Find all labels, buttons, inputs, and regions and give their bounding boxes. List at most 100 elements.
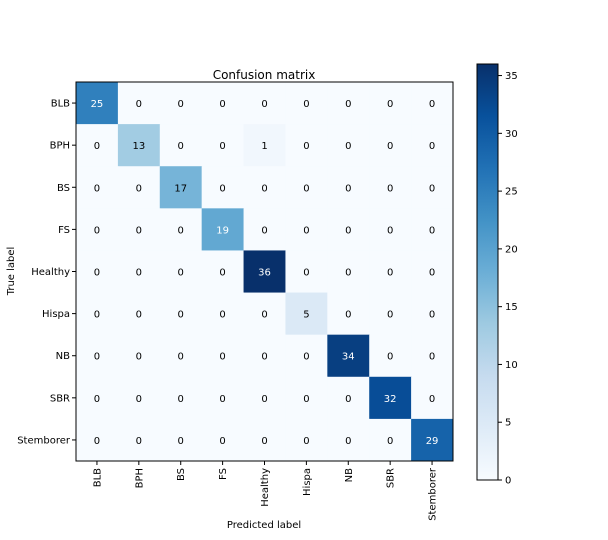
cell-value-label: 32 [384,394,397,405]
heatmap-cell [369,82,412,125]
x-tick-label: BPH [134,468,145,488]
cell-value-label: 0 [136,225,142,236]
cell-value-label: 0 [178,225,184,236]
y-tick-label: Healthy [31,267,70,278]
y-tick-label: NB [56,351,70,362]
heatmap-cell [201,376,245,420]
cell-value-label: 0 [387,183,393,194]
heatmap-cell [411,124,454,167]
cell-value-label: 17 [174,183,187,194]
heatmap-cell [243,376,286,420]
heatmap-cell [327,124,370,167]
heatmap-cell [369,166,412,209]
cell-value-label: 19 [216,225,229,236]
heatmap-cell [159,376,203,420]
cell-value-label: 0 [303,352,309,363]
heatmap-cell [117,334,161,378]
heatmap-cell [411,166,454,209]
x-tick-label: SBR [386,468,397,488]
cell-value-label: 0 [178,310,184,321]
heatmap-cell [327,166,370,209]
heatmap-cell [369,250,412,294]
heatmap-cell [117,250,161,294]
heatmap-cell [76,208,119,251]
cell-value-label: 0 [303,268,309,279]
cell-value-label: 25 [91,99,104,110]
cell-value-label: 36 [258,268,271,279]
heatmap-cell [159,82,203,125]
heatmap-cell [159,124,203,167]
heatmap-cell [285,334,328,378]
heatmap-cell [117,208,161,251]
heatmap-cell [285,292,328,336]
cell-value-label: 0 [303,141,309,152]
heatmap-cell [201,250,245,294]
heatmap-cell [411,376,454,420]
heatmap-cell [327,334,370,378]
heatmap-cell [243,124,286,167]
cell-value-label: 0 [303,183,309,194]
heatmap-cell [76,292,119,336]
cell-value-label: 0 [303,436,309,447]
cell-value-label: 0 [261,394,267,405]
heatmap-cell [369,208,412,251]
cell-value-label: 0 [261,436,267,447]
cell-value-label: 13 [132,141,145,152]
heatmap-cell [159,208,203,251]
heatmap-cell [159,292,203,336]
x-tick-label: Hispa [302,468,313,496]
cell-value-label: 0 [429,99,435,110]
x-tick-label: FS [218,468,229,480]
heatmap-cell [201,292,245,336]
heatmap-cells [76,82,454,462]
cell-value-label: 0 [261,183,267,194]
cell-value-label: 0 [387,141,393,152]
heatmap-cell [76,166,119,209]
colorbar [476,63,499,481]
y-tick-label: BLB [51,99,70,110]
x-tick-label: Stemborer [428,467,439,521]
colorbar-tick-label: 30 [505,129,518,140]
cell-value-label: 0 [178,141,184,152]
cell-value-label: 0 [178,268,184,279]
chart-title: Confusion matrix [213,68,316,82]
heatmap-cell [369,292,412,336]
cell-value-label: 1 [261,141,267,152]
cell-value-label: 0 [387,310,393,321]
heatmap-cell [243,208,286,251]
x-tick-label: Healthy [260,468,271,507]
heatmap-cell [285,166,328,209]
heatmap-cell [76,334,119,378]
x-axis-ticks: BLB BPH BS FS Healthy Hispa NB SBR Stemborer [92,461,439,521]
heatmap-cell [117,82,161,125]
colorbar-tick-label: 15 [505,302,518,313]
cell-value-label: 0 [178,352,184,363]
cell-value-label: 0 [94,394,100,405]
heatmap-cell [285,124,328,167]
colorbar-ticks: 0 5 10 15 20 25 30 35 [498,71,518,487]
heatmap-cell [243,334,286,378]
heatmap-cell [159,166,203,209]
heatmap-cell [411,292,454,336]
heatmap-cell [201,418,245,462]
cell-value-label: 0 [136,310,142,321]
cell-value-label: 0 [94,141,100,152]
cell-value-label: 0 [219,99,225,110]
y-tick-label: SBR [50,393,70,404]
heatmap-cell [327,376,370,420]
heatmap-cell [76,376,119,420]
cell-value-label: 0 [94,268,100,279]
cell-value-label: 0 [261,310,267,321]
cell-value-label: 29 [426,436,439,447]
colorbar-tick-label: 35 [505,71,518,82]
heatmap-cell [117,418,161,462]
heatmap-cell [327,250,370,294]
cell-value-label: 0 [219,141,225,152]
x-axis-label: Predicted label [227,520,301,531]
cell-value-label: 0 [429,268,435,279]
cell-value-label: 0 [136,352,142,363]
cell-value-label: 0 [178,436,184,447]
cell-value-label: 0 [178,394,184,405]
heatmap-cell [117,376,161,420]
heatmap-cell [411,250,454,294]
